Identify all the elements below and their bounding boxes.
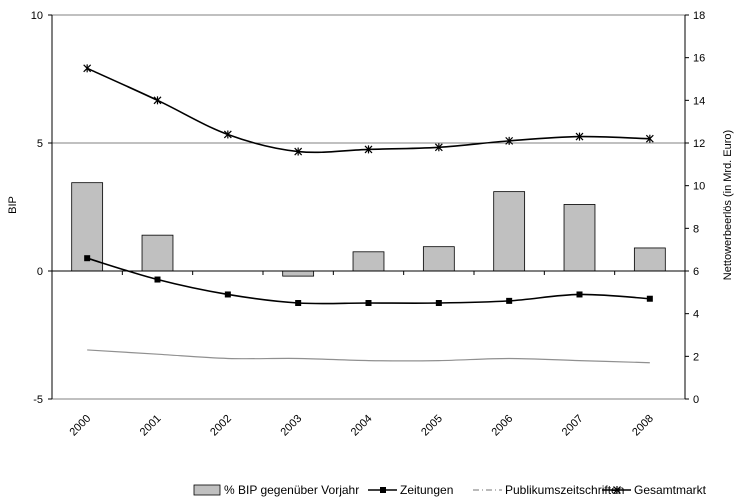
right-tick-label: 10 [693, 181, 705, 193]
legend-label: % BIP gegenüber Vorjahr [224, 483, 359, 497]
legend-marker [380, 487, 386, 493]
right-tick-label: 2 [693, 351, 699, 363]
left-tick-label: 10 [31, 10, 43, 22]
marker-2004 [365, 300, 372, 306]
right-tick-label: 14 [693, 95, 705, 107]
legend-item: % BIP gegenüber Vorjahr [193, 483, 359, 497]
marker-2001 [154, 276, 161, 283]
marker-2002 [224, 291, 231, 298]
marker-2008 [646, 295, 653, 302]
x-tick-label: 2008 [630, 413, 656, 439]
x-tick-label: 2002 [208, 413, 234, 439]
bar-2007 [563, 204, 596, 272]
x-tick-label: 2004 [349, 413, 375, 439]
marker-2007 [576, 291, 583, 298]
marker-2000 [83, 64, 92, 73]
marker-2006 [506, 297, 513, 304]
x-axis-ticks: 2000 2001 2002 2003 2004 2005 2006 2007 2008 [67, 413, 655, 439]
right-tick-label: 16 [693, 53, 705, 65]
legend-marker [613, 486, 621, 494]
x-tick-label: 2006 [489, 413, 515, 439]
legend-item: Gesamtmarkt [602, 483, 707, 497]
axes [51, 15, 686, 399]
x-tick-label: 2007 [560, 413, 586, 439]
bar-2008 [633, 247, 666, 272]
x-tick-label: 2003 [278, 413, 304, 439]
line-series [83, 64, 654, 364]
bar-2005 [422, 246, 455, 272]
marker-2007 [575, 132, 584, 141]
bar-2001 [141, 234, 174, 272]
legend-swatch-bar [193, 484, 221, 496]
right-axis-ticks: 18 16 14 12 10 8 6 4 2 0 [685, 10, 705, 406]
legend: % BIP gegenüber Vorjahr Zeitungen Publikum… [193, 483, 707, 497]
left-tick-label: 5 [37, 138, 43, 150]
right-tick-label: 18 [693, 10, 705, 22]
right-tick-label: 12 [693, 138, 705, 150]
marker-2005 [435, 300, 442, 306]
right-tick-label: 0 [693, 394, 699, 406]
bar-series [71, 182, 666, 277]
marker-2000 [84, 255, 91, 262]
line-gesamtmarkt [86, 67, 650, 154]
bar-2004 [352, 251, 385, 272]
legend-label: Publikumszeitschriften [505, 483, 624, 497]
left-tick-label: -5 [33, 394, 43, 406]
line-publikumszeitschriften [87, 349, 650, 364]
marker-2002 [223, 130, 232, 139]
marker-2008 [645, 134, 654, 143]
right-tick-label: 6 [693, 266, 699, 278]
left-tick-label: 0 [37, 266, 43, 278]
right-tick-label: 8 [693, 223, 699, 235]
right-axis-title: Nettowerbeerlös (in Mrd. Euro) [722, 130, 734, 280]
zero-line [51, 270, 686, 275]
right-tick-label: 4 [693, 309, 699, 321]
x-tick-label: 2000 [67, 413, 93, 439]
bar-2003 [282, 270, 315, 277]
x-tick-label: 2005 [419, 413, 445, 439]
legend-label: Gesamtmarkt [634, 483, 707, 497]
marker-2005 [434, 143, 443, 152]
left-axis-ticks: 10 5 0 -5 [31, 10, 52, 406]
marker-2003 [294, 147, 303, 156]
x-tick-label: 2001 [138, 413, 164, 439]
legend-label: Zeitungen [400, 483, 453, 497]
marker-2004 [364, 145, 373, 154]
bar-2006 [493, 191, 526, 272]
marker-2003 [295, 300, 302, 306]
legend-item: Zeitungen [368, 483, 453, 497]
marker-2006 [505, 136, 514, 145]
legend-item: Publikumszeitschriften [473, 483, 624, 497]
marker-2001 [153, 96, 162, 105]
left-axis-title: BIP [7, 196, 19, 214]
